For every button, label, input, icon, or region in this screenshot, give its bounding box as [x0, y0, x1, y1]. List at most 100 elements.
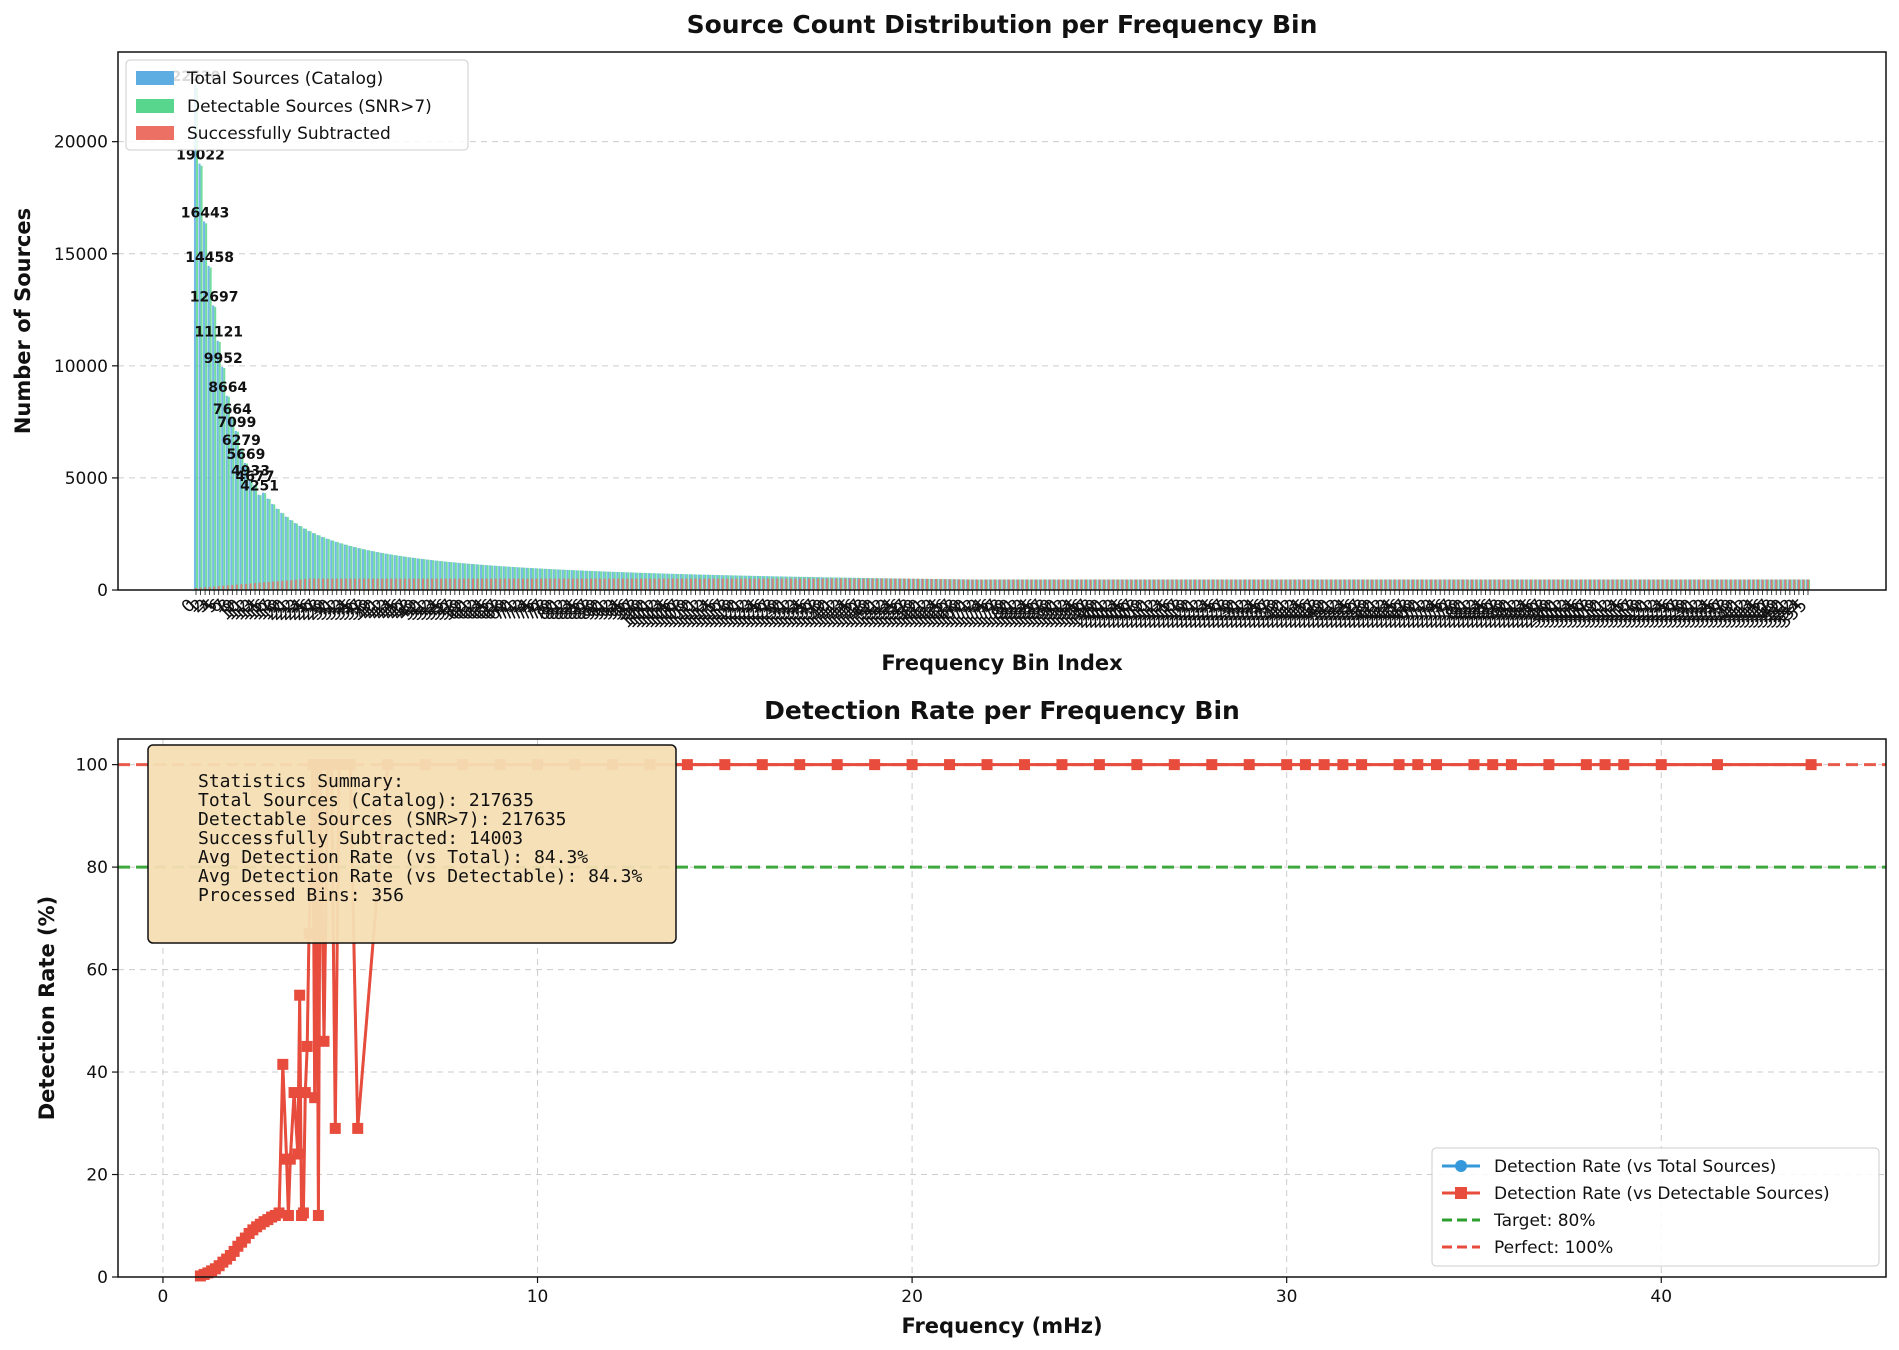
- bar-total: [475, 564, 478, 590]
- bar-subtracted: [1461, 579, 1464, 590]
- bar-subtracted: [844, 578, 847, 590]
- bar-subtracted: [1139, 579, 1142, 590]
- bar-detectable: [827, 577, 830, 590]
- bar-total: [1015, 579, 1018, 590]
- bar-subtracted: [240, 584, 243, 590]
- bar-total: [1419, 579, 1423, 590]
- bar-total: [1506, 579, 1509, 590]
- bar-detectable: [1326, 579, 1329, 590]
- bar-total: [266, 498, 269, 590]
- bar-subtracted: [194, 587, 198, 590]
- top-legend-box: [125, 59, 469, 151]
- bar-subtracted: [898, 578, 901, 590]
- bar-detectable: [377, 552, 380, 590]
- bar-subtracted: [1221, 579, 1224, 590]
- bar-total: [212, 305, 215, 590]
- bar-subtracted: [1248, 579, 1251, 590]
- bar-detectable: [1521, 579, 1524, 590]
- top-y-tick-label: 15000: [54, 245, 108, 265]
- bar-total: [307, 530, 310, 590]
- bar-subtracted: [794, 578, 797, 590]
- bar-subtracted: [1293, 579, 1296, 590]
- series-point-rate-detectable: [1505, 759, 1517, 771]
- bar-subtracted: [744, 578, 747, 590]
- bar-subtracted: [1130, 579, 1133, 590]
- bar-detectable: [1730, 579, 1733, 590]
- bar-subtracted: [885, 578, 888, 590]
- bar-detectable: [200, 165, 203, 590]
- bar-total: [1751, 579, 1754, 590]
- bar-subtracted: [226, 585, 229, 590]
- bar-total: [484, 565, 487, 590]
- bar-detectable: [300, 526, 303, 590]
- series-point-rate-detectable: [273, 1207, 285, 1219]
- bar-subtracted: [303, 578, 307, 590]
- bar-subtracted: [1062, 579, 1065, 590]
- bar-subtracted: [399, 578, 402, 590]
- stats-line: Total Sources (Catalog): 217635: [198, 790, 534, 811]
- bar-subtracted: [1806, 579, 1810, 590]
- bar-subtracted: [1166, 579, 1169, 590]
- bar-total: [452, 562, 455, 590]
- bar-detectable: [1040, 579, 1043, 590]
- bar-subtracted: [249, 583, 252, 590]
- bar-detectable: [1008, 579, 1011, 590]
- bar-detectable: [423, 559, 426, 590]
- bar-subtracted: [412, 578, 415, 590]
- bar-subtracted: [1016, 579, 1019, 590]
- bar-total: [970, 579, 973, 590]
- bar-total: [1706, 579, 1709, 590]
- bar-subtracted: [1607, 579, 1610, 590]
- bar-subtracted: [826, 578, 829, 590]
- bar-subtracted: [626, 578, 629, 590]
- bar-total: [1796, 579, 1799, 590]
- bar-detectable: [1263, 579, 1266, 590]
- bar-subtracted: [926, 578, 929, 590]
- bar-total: [1174, 579, 1177, 590]
- bar-detectable: [368, 550, 371, 590]
- bar-subtracted: [490, 578, 493, 590]
- bar-detectable: [895, 578, 898, 590]
- bar-subtracted: [503, 578, 506, 590]
- bar-subtracted: [662, 578, 665, 590]
- series-point-rate-detectable: [869, 759, 881, 771]
- series-point-rate-detectable: [1056, 759, 1068, 771]
- bottom-x-tick-label: 40: [1650, 1287, 1672, 1307]
- bar-total: [1024, 579, 1027, 590]
- bar-subtracted: [1007, 579, 1010, 590]
- bar-detectable: [940, 579, 943, 590]
- bar-detectable: [1385, 579, 1388, 590]
- bar-detectable: [236, 431, 239, 590]
- bar-detectable: [255, 485, 258, 590]
- bar-total: [1356, 579, 1359, 590]
- bar-subtracted: [1502, 579, 1505, 590]
- bar-detectable: [205, 223, 208, 591]
- bar-subtracted: [1707, 579, 1710, 590]
- bar-detectable: [1113, 579, 1116, 590]
- bar-subtracted: [476, 578, 479, 590]
- bar-total: [284, 516, 287, 590]
- bar-subtracted: [231, 584, 234, 590]
- bar-subtracted: [1457, 579, 1460, 590]
- top-y-tick-label: 20000: [54, 133, 108, 153]
- bar-detectable: [1340, 579, 1343, 590]
- bar-subtracted: [1720, 579, 1723, 590]
- bottom-legend: Detection Rate (vs Total Sources) Detect…: [1431, 1147, 1880, 1267]
- bar-total: [1492, 579, 1495, 590]
- bar-subtracted: [1180, 579, 1183, 590]
- bar-total: [393, 555, 396, 590]
- bar-total: [407, 557, 410, 590]
- series-point-rate-detectable: [1356, 759, 1368, 771]
- bar-total: [402, 556, 405, 590]
- bar-detectable: [277, 509, 280, 590]
- bar-detectable: [268, 499, 271, 590]
- bar-detectable: [509, 566, 512, 590]
- bar-subtracted: [1080, 579, 1083, 590]
- bar-detectable: [445, 561, 448, 590]
- bar-detectable: [1444, 579, 1447, 590]
- legend-swatch-total: [136, 71, 174, 85]
- bar-detectable: [1412, 579, 1415, 590]
- bar-detectable: [1658, 579, 1661, 590]
- bar-subtracted: [263, 582, 266, 590]
- bar-detectable: [1490, 579, 1493, 590]
